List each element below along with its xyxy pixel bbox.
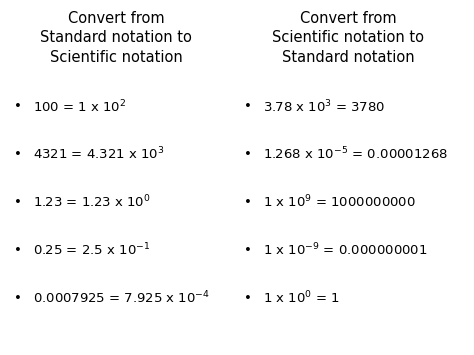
Text: •: •: [244, 100, 252, 113]
Text: •: •: [14, 244, 22, 257]
Text: 0.0007925 = 7.925 x 10$^{-4}$: 0.0007925 = 7.925 x 10$^{-4}$: [33, 290, 210, 306]
Text: 1 x 10$^{9}$ = 1000000000: 1 x 10$^{9}$ = 1000000000: [263, 194, 416, 211]
Text: 100 = 1 x 10$^{2}$: 100 = 1 x 10$^{2}$: [33, 98, 127, 115]
Text: •: •: [14, 196, 22, 209]
Text: 0.25 = 2.5 x 10$^{-1}$: 0.25 = 2.5 x 10$^{-1}$: [33, 242, 151, 258]
Text: 1 x 10$^{-9}$ = 0.000000001: 1 x 10$^{-9}$ = 0.000000001: [263, 242, 428, 258]
Text: Convert from
Scientific notation to
Standard notation: Convert from Scientific notation to Stan…: [273, 11, 424, 65]
Text: •: •: [14, 100, 22, 113]
Text: •: •: [244, 196, 252, 209]
Text: •: •: [244, 148, 252, 161]
Text: •: •: [14, 148, 22, 161]
Text: 1 x 10$^{0}$ = 1: 1 x 10$^{0}$ = 1: [263, 290, 340, 306]
Text: •: •: [14, 292, 22, 305]
Text: 1.268 x 10$^{-5}$ = 0.00001268: 1.268 x 10$^{-5}$ = 0.00001268: [263, 146, 448, 163]
Text: 1.23 = 1.23 x 10$^{0}$: 1.23 = 1.23 x 10$^{0}$: [33, 194, 151, 211]
Text: •: •: [244, 292, 252, 305]
Text: 3.78 x 10$^{3}$ = 3780: 3.78 x 10$^{3}$ = 3780: [263, 98, 385, 115]
Text: 4321 = 4.321 x 10$^{3}$: 4321 = 4.321 x 10$^{3}$: [33, 146, 165, 163]
Text: Convert from
Standard notation to
Scientific notation: Convert from Standard notation to Scient…: [40, 11, 192, 65]
Text: •: •: [244, 244, 252, 257]
